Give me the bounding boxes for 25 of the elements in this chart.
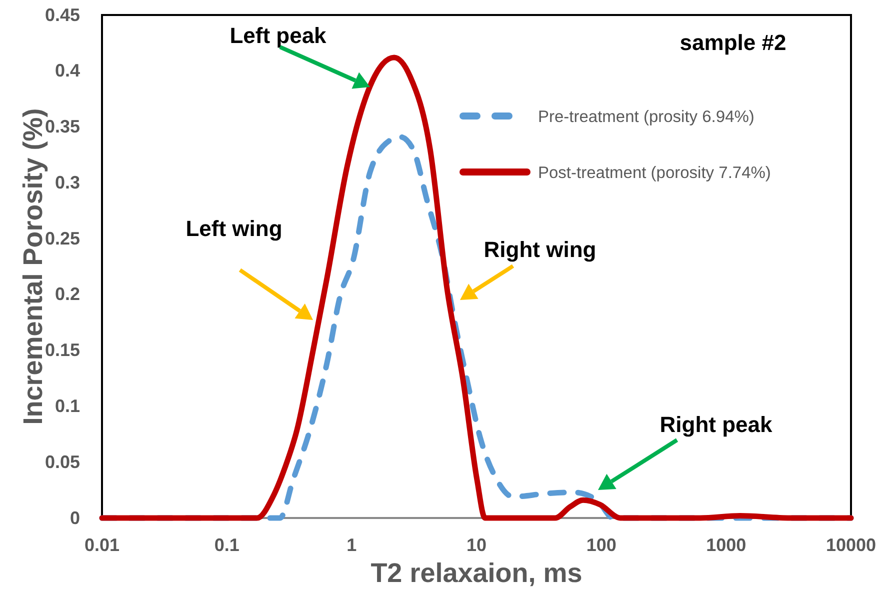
annotation: Left peak (230, 23, 328, 48)
x-tick-label: 10000 (826, 534, 876, 555)
legend-label: Pre-treatment (prosity 6.94%) (538, 108, 754, 126)
y-tick-label: 0.4 (54, 60, 80, 81)
annotation: sample #2 (680, 30, 786, 55)
x-axis-title: T2 relaxaion, ms (370, 558, 582, 588)
annotation: Right peak (660, 412, 773, 437)
y-tick-label: 0.1 (54, 396, 80, 416)
x-tick-label: 10 (466, 534, 487, 555)
y-tick-label: 0.2 (54, 284, 80, 304)
y-tick-label: 0.25 (44, 228, 80, 248)
y-tick-label: 0.35 (44, 116, 80, 137)
x-tick-label: 0.1 (214, 534, 240, 555)
x-tick-label: 0.01 (84, 534, 120, 555)
y-tick-label: 0 (70, 508, 80, 528)
legend-label: Post-treatment (porosity 7.74%) (538, 164, 771, 182)
annotation: Right wing (484, 237, 596, 262)
x-tick-label: 1000 (706, 534, 746, 555)
annotation: Left wing (186, 216, 282, 241)
y-tick-label: 0.3 (54, 172, 80, 192)
x-tick-label: 100 (586, 534, 616, 555)
x-tick-label: 1 (346, 534, 357, 555)
y-tick-label: 0.45 (44, 4, 80, 25)
y-tick-label: 0.15 (44, 340, 80, 360)
y-tick-label: 0.05 (44, 452, 80, 472)
